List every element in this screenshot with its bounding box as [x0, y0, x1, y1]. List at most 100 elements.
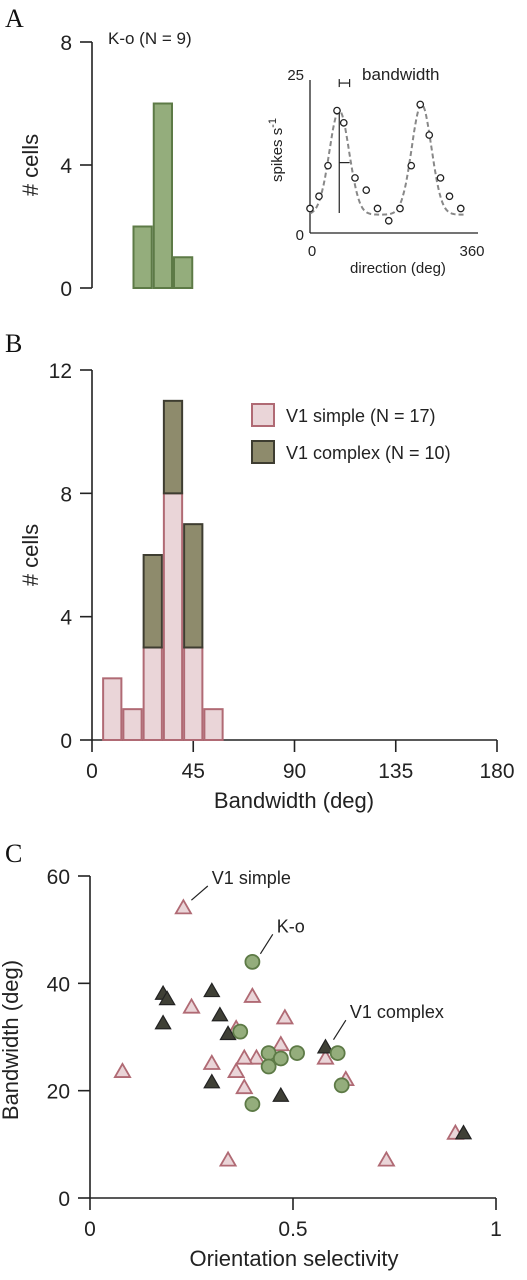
panel-b-y-tick-label: 8 [60, 483, 72, 506]
panel-c-x-tick-label: 0.5 [278, 1218, 307, 1241]
inset-point [407, 161, 416, 170]
bar-v1-complex [162, 399, 184, 495]
point-v1-complex [272, 1086, 290, 1102]
bar-v1-simple [142, 646, 163, 741]
point-v1-simple [235, 1078, 254, 1095]
bar-v1-simple [102, 677, 123, 741]
panel-c-y-tick-label: 60 [47, 866, 70, 889]
inset-point [324, 161, 332, 170]
point-v1-simple [218, 1150, 238, 1167]
panel-a-bars [132, 102, 194, 289]
point-k-o [232, 1023, 249, 1040]
point-k-o [244, 1096, 261, 1112]
inset-y-axis-label: spikes s-1 [267, 118, 286, 182]
panel-a-annotation: K-o (N = 9) [108, 29, 192, 48]
inset-title: bandwidth [362, 65, 440, 84]
inset-y-tick-label: 25 [287, 67, 304, 84]
point-v1-complex [454, 1124, 473, 1140]
point-v1-simple [202, 1054, 221, 1070]
panel-b-y-axis-label: # cells [18, 524, 43, 586]
panel-c-y-axis-label: Bandwidth (deg) [0, 960, 23, 1120]
panel-a-y-tick-label: 4 [60, 155, 72, 178]
point-k-o [260, 1058, 277, 1075]
point-v1-simple [113, 1062, 132, 1078]
inset-point [445, 192, 454, 201]
panel-b-x-tick-label: 180 [479, 760, 514, 783]
bar-v1-complex [183, 523, 204, 649]
panel-b-y-tick-label: 4 [60, 607, 72, 630]
annotation-label: V1 simple [212, 868, 291, 888]
point-v1-complex [219, 1025, 237, 1041]
point-v1-simple [316, 1048, 335, 1065]
bar-v1-simple [183, 646, 204, 741]
inset-x-tick-label: 360 [459, 243, 484, 260]
point-v1-simple [247, 1048, 266, 1065]
inset-y-tick-label: 0 [296, 227, 304, 244]
inset-point [339, 118, 348, 127]
annotation-leader [190, 885, 209, 901]
bar-v1-simple [203, 708, 224, 742]
inset-points [306, 100, 465, 225]
annotation-leader [332, 1019, 347, 1041]
point-v1-simple [243, 986, 262, 1003]
panel-a-axes: 8 4 0 # cells [18, 32, 93, 301]
inset-y-axis-label-superscript: -1 [267, 118, 279, 128]
point-k-o [272, 1050, 289, 1067]
panel-c-letter: C [5, 839, 22, 868]
inset-point [436, 174, 445, 182]
bar-v1-complex [142, 554, 163, 649]
panel-b-legend: V1 simple (N = 17) V1 complex (N = 10) [251, 403, 451, 464]
panel-b-x-ticks: 0 45 90 135 180 [86, 740, 515, 783]
panel-c-y-tick-label: 20 [47, 1081, 70, 1104]
panel-b-y-tick-label: 0 [60, 730, 72, 753]
inset-point [396, 204, 404, 213]
inset-fit-curve [309, 103, 466, 216]
point-v1-simple [275, 1008, 295, 1025]
inset-point [384, 216, 393, 225]
point-k-o [333, 1077, 350, 1094]
annotation-label: K-o [277, 916, 305, 936]
panel-a-y-tick-label: 8 [60, 32, 72, 55]
panel-b-x-axis-label: Bandwidth (deg) [214, 788, 374, 813]
panel-a-letter: A [5, 4, 24, 33]
point-v1-simple [182, 997, 201, 1014]
inset-point [362, 186, 371, 195]
panel-c-points [113, 898, 473, 1167]
point-v1-complex [316, 1038, 335, 1054]
inset-x-tick-label: 0 [308, 243, 316, 260]
point-v1-simple [227, 1062, 246, 1078]
panel-b-x-tick-label: 135 [378, 760, 413, 783]
inset-point [351, 174, 359, 182]
point-v1-complex [158, 990, 176, 1006]
annotation-label: V1 complex [350, 1002, 444, 1022]
inset-point [333, 106, 341, 115]
inset-point [306, 204, 314, 213]
panel-b-y-tick-label: 12 [49, 360, 72, 383]
point-v1-simple [174, 898, 193, 915]
point-v1-simple [271, 1035, 290, 1052]
inset-bandwidth-bracket [338, 79, 351, 88]
bar [132, 225, 153, 289]
bar-v1-simple [122, 708, 143, 742]
inset-point [373, 204, 382, 213]
panel-c-y-tick-label: 0 [58, 1188, 70, 1211]
panel-c-annotations: V1 simple K-o V1 complex [190, 868, 444, 1041]
bar-v1-simple [162, 492, 184, 742]
legend-label-v1-complex: V1 complex (N = 10) [286, 443, 451, 463]
panel-b-x-tick-label: 0 [86, 760, 98, 783]
panel-c-x-tick-label: 1 [490, 1218, 502, 1241]
point-v1-simple [235, 1048, 254, 1065]
panel-b-x-tick-label: 90 [283, 760, 306, 783]
panel-b-letter: B [5, 329, 22, 358]
legend-swatch-v1-simple [251, 403, 275, 427]
annotation-leader [259, 933, 274, 955]
inset-point [416, 100, 425, 109]
panel-b: B 0 4 8 12 0 45 90 135 180 # cells Bandwidth (d… [5, 329, 515, 813]
inset-y-axis-label-main: spikes s [269, 128, 286, 182]
panel-a-inset: 25 0 0 360 direction (deg) spikes s-1 ba… [267, 65, 485, 277]
legend-swatch-v1-complex [251, 440, 275, 464]
point-v1-complex [203, 1073, 221, 1089]
panel-b-bars [102, 399, 224, 742]
